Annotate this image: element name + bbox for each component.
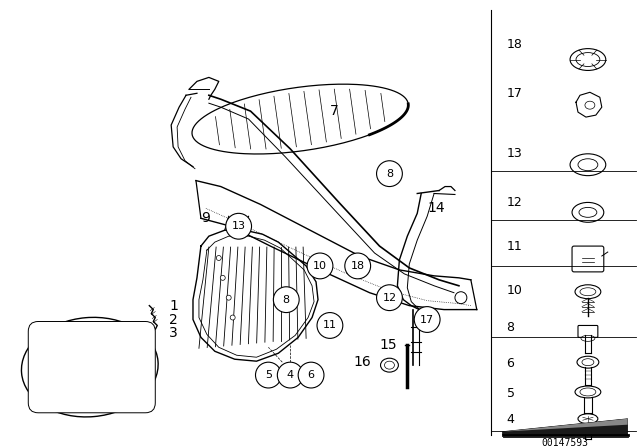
Text: 18: 18: [506, 38, 522, 51]
Circle shape: [307, 253, 333, 279]
Ellipse shape: [570, 154, 606, 176]
Circle shape: [455, 292, 467, 304]
Text: 16: 16: [354, 355, 371, 369]
Ellipse shape: [575, 285, 601, 299]
Text: 5: 5: [265, 370, 272, 380]
Text: 8: 8: [506, 322, 515, 335]
Text: 5: 5: [506, 387, 515, 400]
Circle shape: [220, 276, 225, 280]
Text: 12: 12: [506, 197, 522, 210]
Ellipse shape: [585, 101, 595, 109]
Circle shape: [277, 362, 303, 388]
Text: 7: 7: [330, 104, 339, 118]
Ellipse shape: [575, 386, 601, 398]
Circle shape: [317, 313, 343, 338]
Text: 6: 6: [506, 357, 515, 370]
FancyBboxPatch shape: [572, 246, 604, 272]
Circle shape: [376, 285, 403, 310]
Ellipse shape: [385, 361, 394, 369]
Circle shape: [226, 295, 231, 300]
Text: 2: 2: [169, 313, 178, 327]
Circle shape: [376, 161, 403, 186]
Circle shape: [230, 315, 235, 320]
Ellipse shape: [22, 317, 158, 417]
Text: 17: 17: [506, 87, 522, 100]
Ellipse shape: [576, 52, 600, 66]
Ellipse shape: [579, 207, 597, 217]
Circle shape: [255, 362, 282, 388]
Ellipse shape: [580, 388, 596, 396]
Ellipse shape: [35, 328, 149, 410]
FancyBboxPatch shape: [28, 322, 156, 413]
Ellipse shape: [577, 356, 599, 368]
Text: 6: 6: [308, 370, 315, 380]
Text: 15: 15: [380, 338, 397, 352]
Text: 00147593: 00147593: [541, 438, 589, 448]
Text: 10: 10: [313, 261, 327, 271]
Text: 8: 8: [386, 168, 393, 179]
Circle shape: [226, 213, 252, 239]
Text: 11: 11: [506, 240, 522, 253]
Text: 9: 9: [201, 211, 210, 225]
Text: 8: 8: [283, 295, 290, 305]
Ellipse shape: [572, 202, 604, 222]
Circle shape: [414, 306, 440, 332]
Polygon shape: [502, 419, 628, 431]
Text: 11: 11: [323, 320, 337, 331]
Text: 10: 10: [506, 284, 522, 297]
Text: 1: 1: [169, 299, 178, 313]
Text: 13: 13: [506, 147, 522, 160]
Circle shape: [273, 287, 299, 313]
Ellipse shape: [581, 336, 595, 341]
Circle shape: [298, 362, 324, 388]
FancyBboxPatch shape: [578, 325, 598, 337]
Text: 13: 13: [232, 221, 246, 231]
Text: 18: 18: [351, 261, 365, 271]
Ellipse shape: [580, 288, 596, 296]
Text: 17: 17: [420, 314, 434, 324]
Ellipse shape: [570, 49, 606, 70]
Text: 4: 4: [287, 370, 294, 380]
Ellipse shape: [578, 159, 598, 171]
Text: 12: 12: [382, 293, 397, 303]
Circle shape: [216, 255, 221, 260]
Text: 3: 3: [169, 327, 178, 340]
Text: 14: 14: [427, 202, 445, 215]
Ellipse shape: [381, 358, 398, 372]
Circle shape: [345, 253, 371, 279]
Text: 4: 4: [506, 413, 515, 426]
Polygon shape: [502, 419, 628, 435]
Ellipse shape: [582, 359, 594, 366]
Ellipse shape: [578, 414, 598, 424]
